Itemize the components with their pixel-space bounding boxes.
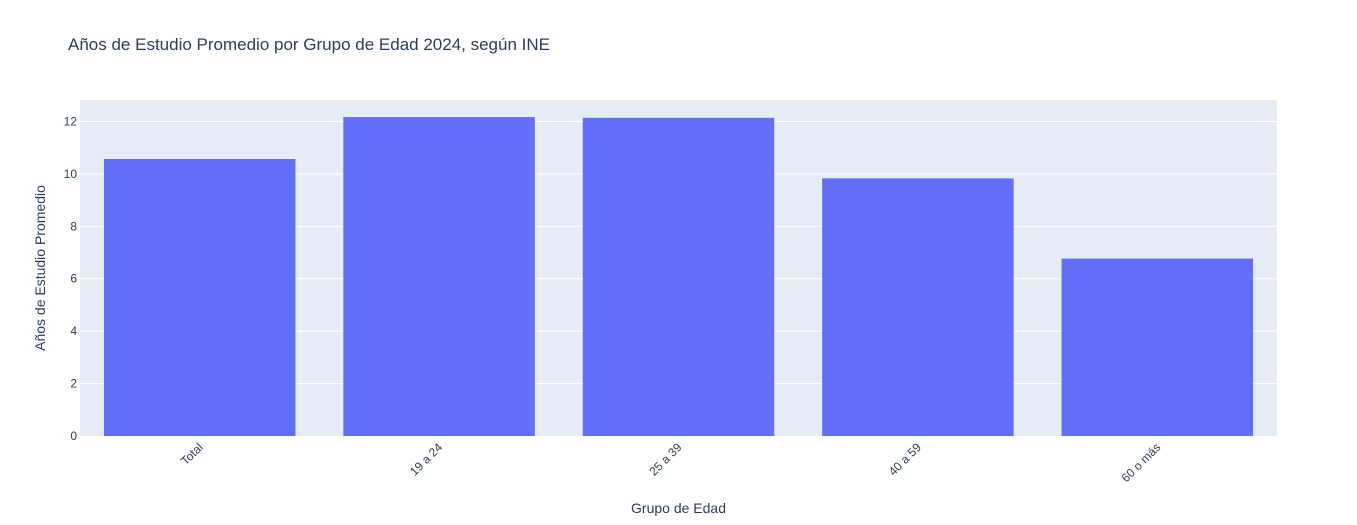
bar[interactable]: [1061, 258, 1254, 436]
x-tick-label: 25 a 39: [646, 440, 684, 478]
y-tick-label: 2: [70, 377, 77, 391]
bar[interactable]: [103, 158, 296, 437]
y-tick-label: 12: [64, 114, 78, 128]
y-axis-ticks: 0 2 4 6 8 10 12: [64, 114, 78, 443]
x-tick-label: 19 a 24: [407, 440, 445, 478]
y-tick-label: 10: [64, 167, 78, 181]
x-axis-ticks: Total 19 a 24 25 a 39 40 a 59 60 o más: [178, 440, 1163, 485]
x-tick-label: Total: [178, 440, 206, 468]
bar[interactable]: [343, 117, 535, 436]
bar[interactable]: [822, 178, 1014, 436]
bar[interactable]: [582, 117, 775, 437]
bars: [103, 117, 1254, 437]
y-tick-label: 0: [70, 429, 77, 443]
y-axis-title: Años de Estudio Promedio: [32, 185, 48, 351]
y-tick-label: 8: [70, 219, 77, 233]
x-axis-title: Grupo de Edad: [631, 500, 726, 516]
chart-title: Años de Estudio Promedio por Grupo de Ed…: [68, 35, 550, 54]
y-tick-label: 4: [70, 324, 77, 338]
x-tick-label: 40 a 59: [886, 440, 924, 478]
y-tick-label: 6: [70, 272, 77, 286]
x-tick-label: 60 o más: [1119, 440, 1164, 485]
